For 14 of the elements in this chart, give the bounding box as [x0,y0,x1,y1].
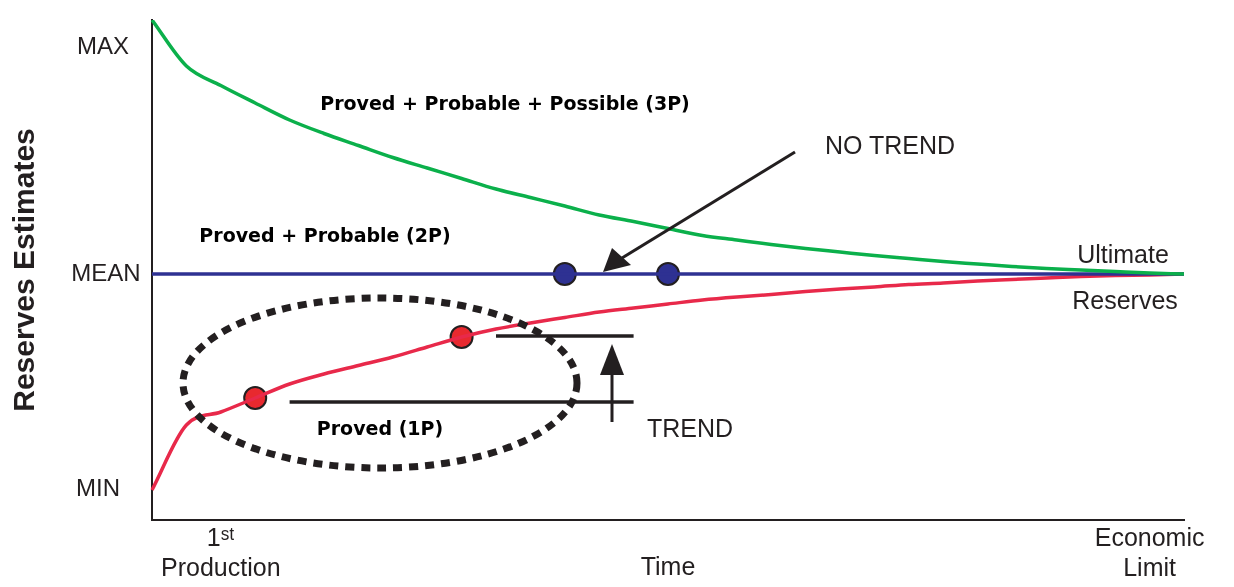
annotation: TREND [646,413,734,442]
annotation: Proved (1P) [316,416,444,439]
annotation: Proved + Probable (2P) [199,223,451,246]
x-tick-label: Economic Limit [1094,522,1205,581]
annotation: Reserves [1072,285,1178,314]
annotation: Ultimate [1077,239,1169,268]
text: MAX [76,31,130,59]
text: MIN [76,473,120,501]
y-axis-title: Reserves Estimates [7,128,41,412]
annotation: Proved + Probable + Possible (3P) [320,91,690,114]
text: MEAN [71,258,141,286]
x-tick-label: 1ˢᵗ Production [161,522,281,581]
x-axis-title: Time [640,551,696,580]
annotation: NO TREND [824,130,956,159]
